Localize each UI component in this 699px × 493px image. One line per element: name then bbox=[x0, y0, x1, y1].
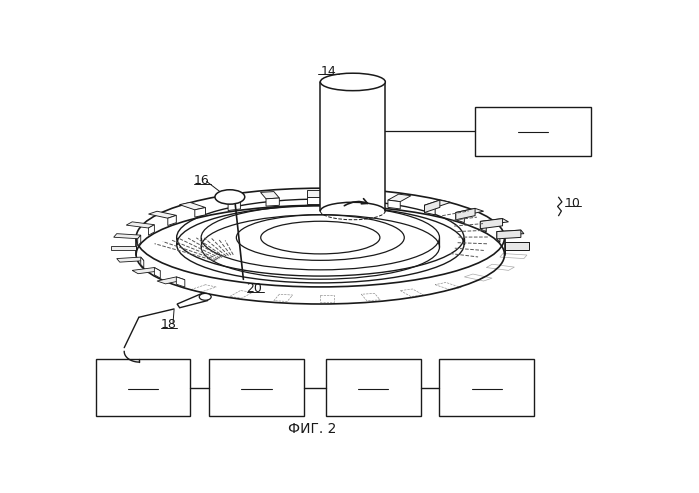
Polygon shape bbox=[348, 191, 367, 198]
Text: 28: 28 bbox=[479, 377, 495, 389]
Text: 16: 16 bbox=[193, 174, 209, 187]
Polygon shape bbox=[228, 202, 240, 211]
Polygon shape bbox=[132, 268, 160, 274]
Polygon shape bbox=[190, 284, 216, 292]
Polygon shape bbox=[157, 277, 185, 284]
Bar bbox=[440, 359, 534, 416]
Text: 20: 20 bbox=[246, 282, 262, 295]
Polygon shape bbox=[195, 208, 206, 217]
Polygon shape bbox=[456, 209, 475, 220]
Polygon shape bbox=[261, 192, 280, 199]
Bar bbox=[96, 359, 190, 416]
Polygon shape bbox=[424, 200, 451, 208]
Polygon shape bbox=[435, 282, 461, 290]
Polygon shape bbox=[320, 295, 334, 302]
Polygon shape bbox=[464, 274, 492, 281]
Ellipse shape bbox=[215, 190, 245, 204]
Text: 10: 10 bbox=[564, 197, 580, 210]
Bar bbox=[320, 82, 385, 211]
Polygon shape bbox=[274, 294, 293, 302]
Polygon shape bbox=[168, 215, 176, 225]
Polygon shape bbox=[497, 230, 524, 235]
Polygon shape bbox=[138, 235, 140, 246]
Polygon shape bbox=[148, 211, 176, 218]
Polygon shape bbox=[266, 198, 280, 206]
Polygon shape bbox=[424, 205, 435, 215]
Polygon shape bbox=[497, 230, 521, 239]
Polygon shape bbox=[307, 197, 320, 204]
Polygon shape bbox=[180, 202, 206, 210]
Polygon shape bbox=[487, 264, 514, 270]
Bar bbox=[475, 106, 591, 156]
Polygon shape bbox=[424, 200, 440, 212]
Polygon shape bbox=[500, 253, 527, 258]
Polygon shape bbox=[361, 293, 380, 301]
Polygon shape bbox=[401, 289, 423, 296]
Polygon shape bbox=[505, 243, 529, 250]
Polygon shape bbox=[388, 200, 401, 209]
Text: 14: 14 bbox=[321, 65, 336, 78]
Polygon shape bbox=[230, 290, 253, 298]
Polygon shape bbox=[148, 225, 154, 235]
Polygon shape bbox=[114, 234, 140, 239]
Text: 26: 26 bbox=[366, 377, 381, 389]
Polygon shape bbox=[480, 218, 508, 225]
Polygon shape bbox=[505, 243, 529, 246]
Ellipse shape bbox=[320, 73, 385, 91]
Bar bbox=[209, 359, 304, 416]
Text: 12: 12 bbox=[525, 120, 541, 133]
Polygon shape bbox=[388, 194, 411, 202]
Polygon shape bbox=[111, 246, 136, 250]
Text: ФИГ. 2: ФИГ. 2 bbox=[288, 423, 336, 436]
Polygon shape bbox=[177, 293, 208, 308]
Text: 24: 24 bbox=[249, 377, 264, 389]
Polygon shape bbox=[497, 232, 500, 243]
Polygon shape bbox=[176, 277, 185, 287]
Ellipse shape bbox=[199, 293, 211, 300]
Polygon shape bbox=[154, 268, 160, 278]
Bar bbox=[326, 359, 421, 416]
Text: 22: 22 bbox=[135, 377, 151, 389]
Polygon shape bbox=[117, 257, 144, 262]
Polygon shape bbox=[127, 222, 154, 228]
Polygon shape bbox=[456, 209, 484, 215]
Polygon shape bbox=[480, 221, 487, 232]
Polygon shape bbox=[348, 197, 361, 205]
Text: 18: 18 bbox=[161, 318, 177, 331]
Polygon shape bbox=[307, 190, 320, 197]
Polygon shape bbox=[480, 218, 503, 229]
Polygon shape bbox=[456, 212, 464, 223]
Polygon shape bbox=[140, 257, 144, 268]
Polygon shape bbox=[217, 196, 240, 203]
